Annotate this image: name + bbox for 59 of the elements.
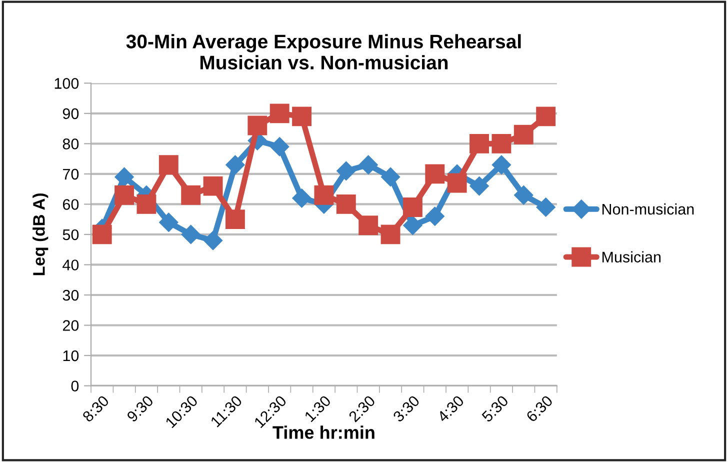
point: [136, 194, 156, 214]
legend-label: Musician: [602, 251, 661, 262]
y-axis-title: Leq (dB A): [32, 193, 48, 276]
point: [92, 224, 112, 244]
point: [492, 155, 511, 174]
point: [158, 155, 178, 175]
y-tick-label: 80: [62, 138, 79, 150]
point: [492, 134, 512, 154]
point: [270, 137, 290, 156]
point: [514, 124, 534, 144]
point: [470, 176, 489, 196]
point: [425, 206, 444, 226]
y-tick-label: 10: [63, 350, 79, 362]
y-tick-label: 30: [62, 290, 79, 301]
x-tick-label: 9:30: [126, 394, 154, 423]
y-tick-label: 0: [71, 380, 79, 392]
point: [336, 161, 356, 180]
y-tick-label: 70: [62, 168, 79, 180]
point: [536, 106, 556, 126]
point: [403, 216, 422, 235]
point: [292, 106, 312, 126]
x-tick-label: 6:30: [526, 394, 554, 423]
point: [270, 104, 290, 124]
x-tick-label: 8:30: [82, 394, 110, 423]
y-tick-label: 20: [62, 320, 79, 331]
x-axis-title: Time hr:min: [272, 426, 374, 439]
point: [470, 134, 489, 154]
point: [447, 173, 467, 193]
y-tick-label: 50: [62, 229, 79, 240]
point: [425, 164, 445, 184]
point: [114, 185, 134, 205]
point: [536, 198, 556, 217]
point: [159, 212, 178, 232]
point: [114, 167, 134, 187]
point: [181, 224, 200, 244]
point: [225, 210, 245, 230]
point: [203, 230, 223, 250]
point: [380, 224, 400, 244]
point: [226, 155, 245, 174]
point: [380, 167, 400, 187]
point: [314, 185, 334, 205]
point: [203, 176, 223, 196]
point: [248, 116, 268, 136]
point: [358, 216, 378, 236]
point: [292, 188, 312, 208]
point: [336, 194, 356, 214]
x-tick-label: 5:30: [481, 394, 509, 423]
chart-title: 30-Min Average Exposure Minus Rehearsal Musician vs. Non-musician: [126, 34, 521, 70]
x-tick-label: 3:30: [392, 394, 420, 423]
point: [358, 155, 378, 174]
legend-label: Non-musician: [602, 203, 694, 215]
y-tick-label: 100: [54, 78, 79, 89]
x-tick-label: 4:30: [436, 394, 465, 423]
point: [514, 186, 534, 205]
point: [402, 198, 422, 217]
point: [181, 185, 201, 205]
y-tick-label: 90: [62, 108, 79, 120]
y-tick-label: 60: [62, 199, 79, 210]
y-tick-label: 40: [62, 260, 79, 270]
